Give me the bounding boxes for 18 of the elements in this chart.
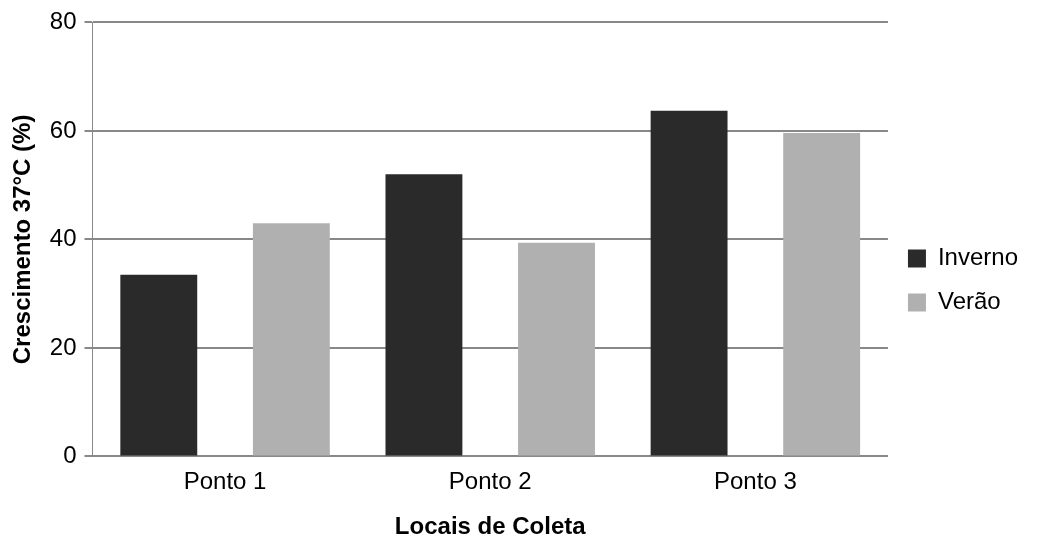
x-tick-label: Ponto 2 [448,467,532,495]
legend-label: Inverno [937,243,1019,271]
x-axis-title: Locais de Coleta [394,512,587,540]
bar [518,242,595,456]
x-tick-label: Ponto 1 [183,467,267,495]
y-tick-label: 80 [49,7,77,35]
legend-label: Verão [937,287,1001,315]
bar [252,223,330,456]
y-tick-label: 20 [49,332,77,360]
y-tick-label: 40 [49,224,77,252]
bar [120,274,198,456]
y-tick-label: 60 [49,115,77,143]
bar [385,174,463,456]
y-tick-label: 0 [63,441,77,469]
y-axis-title: Crescimento 37°C (%) [8,114,36,365]
x-tick-label: Ponto 3 [714,467,797,495]
bar [783,133,861,456]
bar [650,110,728,456]
